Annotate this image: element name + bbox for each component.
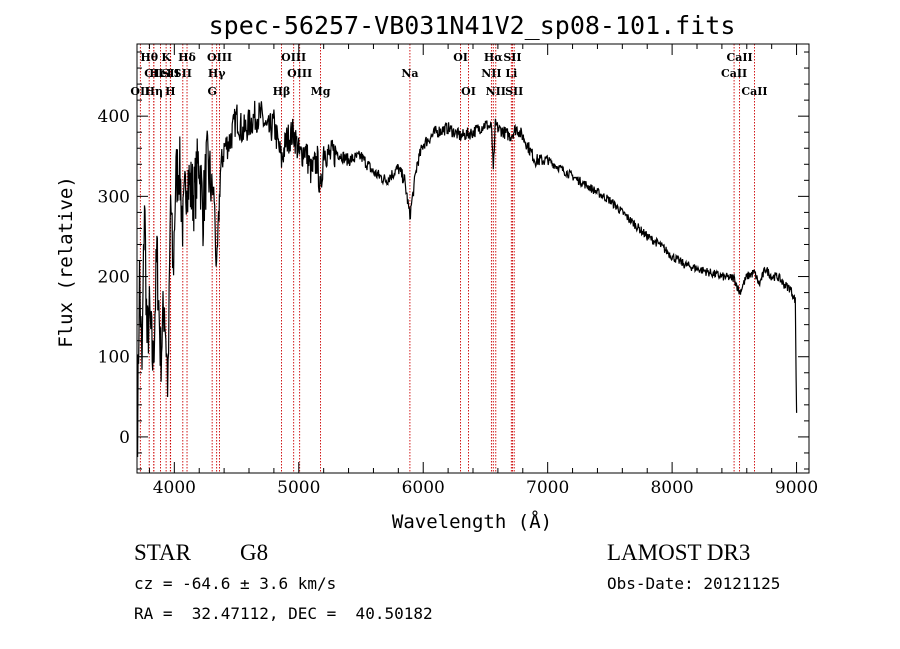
- x-tick-label: 6000: [402, 478, 445, 498]
- line-label: SII: [503, 51, 521, 64]
- chart-title: spec-56257-VB031N41V2_sp08-101.fits: [209, 11, 736, 40]
- line-label: Mg: [311, 85, 331, 98]
- y-tick-label: 300: [98, 187, 130, 207]
- line-label: SII: [174, 67, 192, 80]
- line-label: NII: [481, 67, 501, 80]
- line-label: OIII: [281, 51, 306, 64]
- line-label: SII: [161, 67, 179, 80]
- line-label: OIII: [287, 67, 312, 80]
- y-axis-label: Flux (relative): [55, 176, 77, 348]
- y-tick-label: 100: [98, 348, 130, 368]
- line-label: G: [207, 85, 216, 98]
- survey-name: LAMOST DR3: [607, 540, 751, 565]
- plot-frame: [136, 43, 810, 474]
- line-label: Hδ: [178, 51, 196, 64]
- line-label: Hβ: [273, 85, 291, 98]
- line-label: HeI: [149, 67, 172, 80]
- x-tick-label: 7000: [526, 478, 569, 498]
- line-label: K: [161, 51, 171, 64]
- redshift-text: cz = -64.6 ± 3.6 km/s: [134, 574, 337, 593]
- spectrum-line: [137, 100, 798, 458]
- line-labels: HθCIIOIIHηHeIKSIIHHδSIIOIIIHγGOIIIOIIIHβ…: [130, 51, 767, 98]
- x-tick-label: 4000: [153, 478, 196, 498]
- object-class: STAR: [134, 540, 191, 565]
- coordinates: RA = 32.47112, DEC = 40.50182: [134, 604, 433, 623]
- line-label: OI: [453, 51, 468, 64]
- line-label: H: [165, 85, 175, 98]
- line-label: Hθ: [140, 51, 158, 64]
- x-tick-label: 5000: [277, 478, 320, 498]
- line-label: OIII: [207, 51, 232, 64]
- tick-labels: 4000 5000 6000 7000 8000 9000 0 100 200 300 400: [98, 107, 819, 498]
- line-label: SII: [505, 85, 523, 98]
- y-tick-label: 400: [98, 107, 130, 127]
- line-markers: [139, 44, 755, 473]
- line-label: Hα: [484, 51, 503, 64]
- line-label: CaII: [741, 85, 767, 98]
- obs-date: Obs-Date: 20121125: [607, 574, 781, 593]
- line-label: Na: [401, 67, 418, 80]
- line-label: CII: [144, 67, 163, 80]
- line-label: NII: [486, 85, 506, 98]
- line-label: OII: [130, 85, 150, 98]
- axis-ticks: [137, 44, 809, 473]
- line-label: Li: [505, 67, 517, 80]
- line-label: Hγ: [208, 67, 226, 80]
- line-label: CaII: [721, 67, 747, 80]
- x-axis-label: Wavelength (Å): [392, 510, 552, 533]
- line-label: Hη: [145, 85, 163, 98]
- y-tick-label: 200: [98, 268, 130, 288]
- line-label: OI: [461, 85, 476, 98]
- y-tick-label: 0: [119, 428, 130, 448]
- line-label: CaII: [726, 51, 752, 64]
- x-tick-label: 9000: [775, 478, 818, 498]
- x-tick-label: 8000: [650, 478, 693, 498]
- object-subclass: G8: [240, 540, 269, 565]
